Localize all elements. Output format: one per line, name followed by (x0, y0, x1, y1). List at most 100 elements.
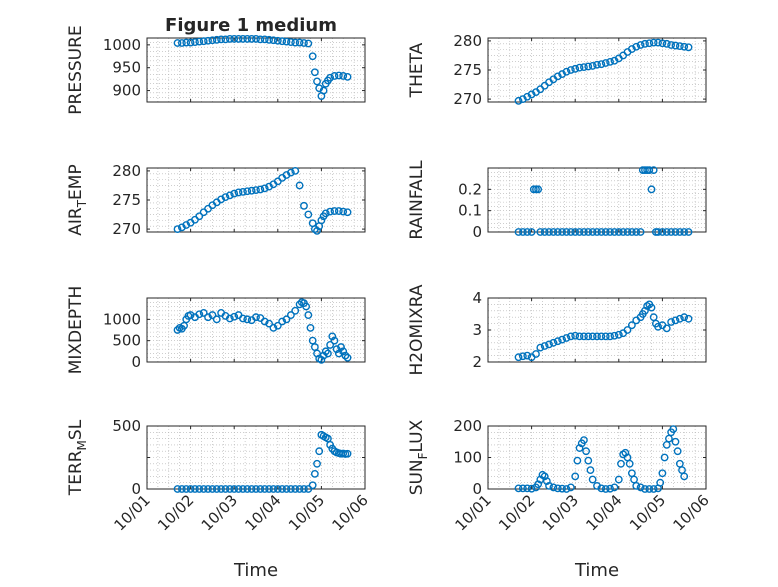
x-tick-label: 10/02 (495, 491, 538, 534)
panel-middle-lower-left: 0 500 1000 MIXDEPTH (66, 286, 366, 374)
data-point (601, 228, 610, 236)
data-point (319, 86, 328, 95)
data-point (588, 62, 597, 70)
data-point (573, 456, 582, 465)
data-point (641, 39, 649, 48)
y-axis-label: H2OMIXRA (407, 284, 427, 375)
data-point (182, 485, 191, 493)
data-point (601, 332, 610, 341)
data-point (549, 338, 558, 347)
data-point (256, 185, 265, 194)
data-point (671, 316, 680, 325)
data-point (186, 485, 195, 493)
data-point (334, 71, 343, 80)
data-point (173, 485, 182, 493)
data-point (636, 41, 645, 49)
data-point (562, 228, 571, 236)
y-tick-label: 500 (112, 417, 141, 435)
data-point (199, 309, 208, 317)
data-point (243, 35, 252, 43)
data-point (273, 485, 282, 493)
data-point (658, 39, 667, 48)
data-point (300, 39, 308, 47)
data-point (669, 425, 678, 434)
data-point (177, 485, 186, 493)
data-point (671, 41, 680, 50)
data-point (566, 483, 575, 492)
data-point (343, 72, 352, 81)
data-point (614, 475, 623, 484)
data-point (518, 484, 527, 493)
data-series (173, 430, 352, 493)
data-point (647, 303, 656, 312)
y-axis-label: SUNFLUX (407, 419, 430, 495)
data-point (302, 302, 311, 311)
data-point (204, 36, 212, 45)
data-point (649, 485, 658, 493)
data-point (234, 35, 243, 43)
data-point (204, 313, 212, 322)
data-point (660, 453, 669, 462)
panel-top-left: 900 950 1000 PRESSURE (66, 25, 366, 115)
data-point (208, 311, 217, 319)
data-point (252, 35, 260, 43)
data-point (654, 38, 662, 47)
data-point (584, 332, 593, 341)
data-point (195, 485, 204, 493)
data-point (304, 311, 313, 319)
data-point (597, 484, 606, 493)
data-point (282, 37, 291, 46)
data-point (562, 67, 571, 76)
data-point (239, 187, 247, 196)
data-point (627, 321, 636, 330)
panel-middle-upper-left: 270 275 280 AIRTEMP (66, 162, 366, 238)
y-axis-label: RAINFALL (407, 160, 427, 240)
data-point (636, 483, 645, 492)
data-point (584, 228, 593, 236)
data-point (186, 311, 195, 319)
y-tick-label: 275 (112, 191, 141, 209)
grid-lines (146, 425, 366, 490)
y-axis-label: THETA (407, 42, 427, 98)
y-tick-label: 500 (112, 332, 141, 350)
data-point (514, 96, 523, 105)
data-point (667, 41, 676, 49)
y-tick-label: 3 (472, 321, 482, 339)
data-point (319, 351, 328, 360)
data-point (247, 485, 256, 493)
data-point (662, 324, 671, 333)
data-point (617, 459, 625, 468)
data-point (571, 472, 580, 481)
data-point (230, 35, 239, 43)
data-point (619, 228, 628, 236)
data-point (641, 485, 649, 493)
data-point (656, 478, 665, 487)
data-point (580, 332, 588, 341)
data-point (286, 485, 295, 493)
data-point (680, 472, 689, 481)
y-tick-label: 270 (453, 90, 482, 108)
data-point (680, 313, 689, 322)
data-point (199, 208, 208, 217)
data-point (571, 64, 580, 73)
data-point (212, 35, 221, 44)
data-point (684, 228, 693, 236)
data-point (313, 226, 321, 235)
data-point (199, 37, 208, 46)
data-point (239, 314, 247, 323)
data-point (658, 228, 667, 236)
data-point (273, 321, 282, 330)
data-point (225, 314, 234, 323)
data-point (291, 306, 300, 315)
data-point (208, 485, 217, 493)
x-tick-label: 10/02 (154, 491, 197, 534)
data-point (597, 332, 606, 341)
data-point (575, 332, 584, 341)
data-point (315, 84, 324, 93)
y-tick-label: 270 (112, 220, 141, 238)
data-point (678, 466, 686, 474)
data-point (658, 469, 667, 478)
data-point (586, 466, 595, 474)
data-point (558, 335, 567, 344)
